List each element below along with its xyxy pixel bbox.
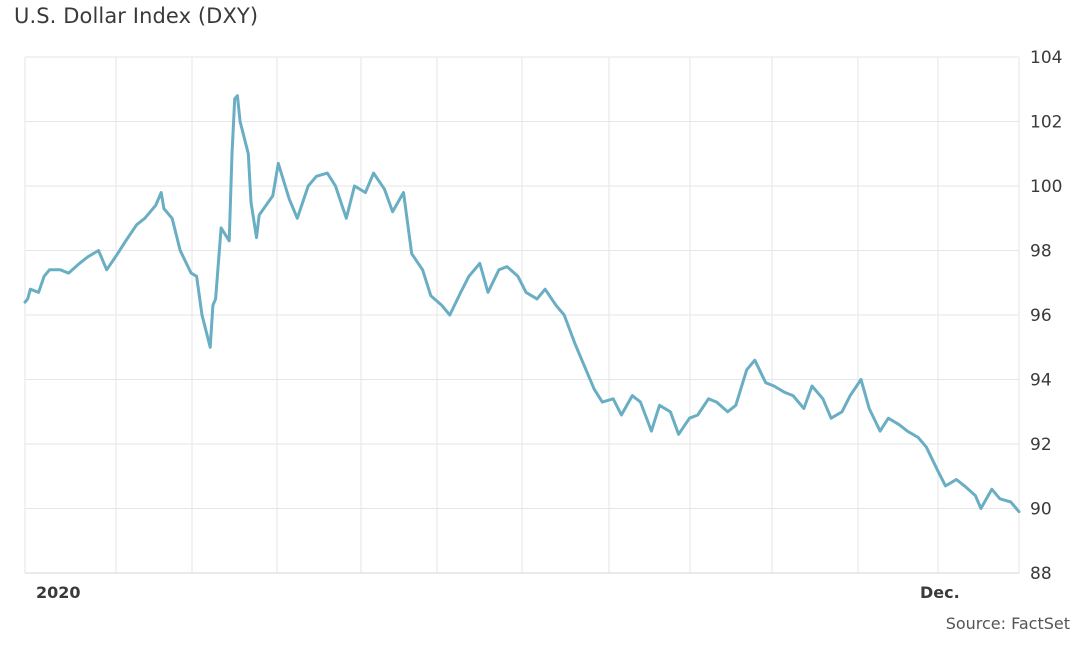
y-tick-label: 102 <box>1030 113 1062 133</box>
source-note: Source: FactSet <box>945 614 1070 633</box>
dxy-series-line <box>23 94 1021 514</box>
horizontal-gridlines <box>25 56 1019 574</box>
y-tick-label: 98 <box>1030 242 1052 262</box>
chart-title: U.S. Dollar Index (DXY) <box>14 4 259 28</box>
y-tick-label: 92 <box>1030 435 1052 455</box>
y-tick-label: 104 <box>1030 48 1062 68</box>
y-tick-label: 90 <box>1030 500 1052 520</box>
y-axis: 88 90 92 94 96 98 100 102 104 <box>1030 48 1062 584</box>
y-tick-label: 94 <box>1030 371 1052 391</box>
x-tick-label-dec: Dec. <box>920 583 960 602</box>
y-tick-label: 88 <box>1030 564 1052 584</box>
x-tick-label-2020: 2020 <box>36 583 81 602</box>
y-tick-label: 100 <box>1030 177 1062 197</box>
y-tick-label: 96 <box>1030 306 1052 326</box>
x-axis: 2020 Dec. <box>36 583 960 602</box>
